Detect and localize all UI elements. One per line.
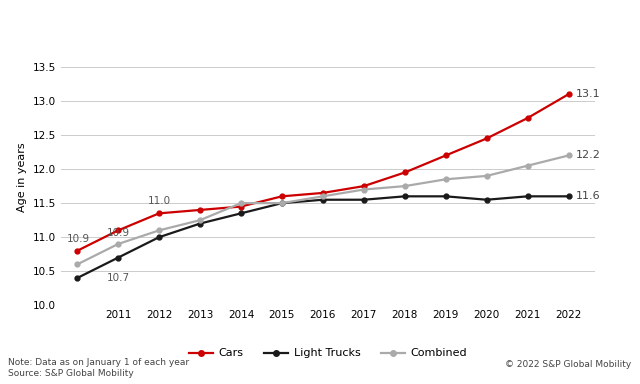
Text: Average age by vehicle type: Average age by vehicle type (8, 17, 252, 31)
Text: © 2022 S&P Global Mobility: © 2022 S&P Global Mobility (506, 360, 632, 369)
Text: 12.2: 12.2 (575, 151, 600, 161)
Text: 11.6: 11.6 (575, 191, 600, 201)
Text: Source: S&P Global Mobility: Source: S&P Global Mobility (8, 369, 134, 378)
Y-axis label: Age in years: Age in years (17, 143, 27, 212)
Text: 13.1: 13.1 (575, 89, 600, 99)
Text: Note: Data as on January 1 of each year: Note: Data as on January 1 of each year (8, 358, 189, 367)
Text: 10.9: 10.9 (107, 228, 130, 238)
Legend: Cars, Light Trucks, Combined: Cars, Light Trucks, Combined (184, 344, 472, 363)
Text: 10.7: 10.7 (107, 273, 130, 283)
Text: 11.0: 11.0 (147, 196, 171, 207)
Text: 10.9: 10.9 (67, 234, 90, 244)
